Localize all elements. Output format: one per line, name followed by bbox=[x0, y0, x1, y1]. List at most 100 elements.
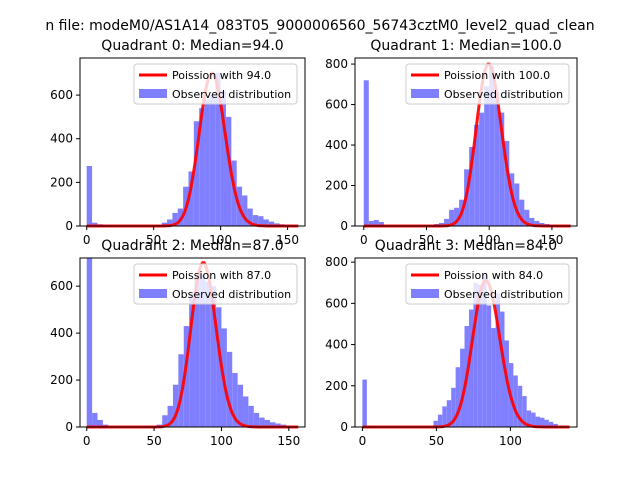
subplot-quadrant-0: 0 50 100 150 0 200 400 600 Quadrant 0: Median=94… bbox=[50, 38, 306, 247]
histogram-bar bbox=[553, 423, 558, 427]
histogram-bar bbox=[531, 412, 536, 427]
legend-hist-label: Observed distribution bbox=[172, 288, 291, 301]
histogram-bar bbox=[529, 217, 535, 226]
histogram-bar bbox=[449, 209, 455, 226]
histogram-bar bbox=[494, 92, 500, 226]
legend-hist-label: Observed distribution bbox=[444, 288, 563, 301]
figure-suptitle: n file: modeM0/AS1A14_083T05_9000006560_… bbox=[45, 18, 594, 34]
legend-frame bbox=[405, 263, 570, 305]
histogram-bar bbox=[548, 421, 554, 427]
x-tick-label: 100 bbox=[478, 233, 501, 247]
histogram-bar bbox=[252, 215, 259, 226]
x-tick-label: 50 bbox=[429, 434, 444, 448]
histogram-bar bbox=[264, 419, 270, 427]
histogram-bar bbox=[363, 80, 369, 226]
histogram-bar bbox=[362, 379, 367, 427]
histogram-bar bbox=[437, 414, 443, 427]
x-tick-label: 150 bbox=[540, 233, 563, 247]
legend-hist-swatch bbox=[411, 89, 439, 98]
histogram-bar bbox=[263, 219, 269, 226]
histogram-bar bbox=[486, 305, 492, 427]
y-tick-label: 800 bbox=[325, 255, 348, 269]
y-tick-label: 400 bbox=[50, 326, 73, 340]
histogram-bar bbox=[210, 286, 217, 427]
histogram-bar bbox=[522, 396, 527, 427]
histogram-bar bbox=[275, 423, 281, 427]
legend-fit-label: Poission with 87.0 bbox=[172, 269, 271, 282]
legend-frame bbox=[133, 63, 298, 105]
histogram-bar bbox=[469, 147, 475, 226]
x-tick-label: 50 bbox=[419, 233, 434, 247]
histogram-bar bbox=[433, 420, 438, 427]
histogram-bar bbox=[243, 396, 249, 427]
histogram-bar bbox=[167, 219, 173, 226]
histogram-bar bbox=[204, 99, 210, 226]
x-tick-label: 0 bbox=[83, 434, 91, 448]
histogram-bar bbox=[92, 412, 98, 427]
histogram-bar bbox=[161, 222, 168, 226]
histogram-bar bbox=[473, 282, 478, 427]
subplot-title: Quadrant 2: Median=87.0 bbox=[101, 238, 283, 254]
histogram-bar bbox=[215, 73, 221, 226]
histogram-bar bbox=[455, 367, 461, 427]
histogram-bar bbox=[199, 108, 205, 226]
histogram-bar bbox=[535, 416, 540, 427]
legend: Poission with 94.0 Observed distribution bbox=[133, 63, 298, 105]
histogram-bar bbox=[172, 384, 179, 427]
legend-fit-label: Poission with 94.0 bbox=[172, 69, 271, 82]
histogram-bar bbox=[373, 219, 379, 226]
legend-fit-label: Poission with 84.0 bbox=[444, 269, 543, 282]
histogram-bar bbox=[439, 222, 445, 226]
histogram-bar bbox=[259, 417, 265, 427]
histogram-bar bbox=[368, 220, 374, 226]
histogram-bar bbox=[534, 220, 540, 226]
legend: Poission with 87.0 Observed distribution bbox=[133, 263, 298, 305]
y-tick-label: 600 bbox=[325, 296, 348, 310]
histogram-bar bbox=[482, 274, 487, 427]
histogram-bar bbox=[474, 124, 480, 226]
histogram-bar bbox=[220, 90, 226, 227]
histogram-bar bbox=[237, 384, 244, 427]
y-tick-label: 600 bbox=[50, 88, 73, 102]
x-tick-label: 150 bbox=[276, 233, 299, 247]
histogram-bar bbox=[268, 221, 275, 226]
histogram-bar bbox=[524, 209, 530, 226]
histogram-bar bbox=[514, 183, 520, 226]
y-tick-label: 400 bbox=[50, 132, 73, 146]
histogram-bar bbox=[479, 112, 485, 226]
histogram-bar bbox=[504, 140, 510, 226]
histogram-bar bbox=[258, 216, 264, 226]
axes-frame bbox=[79, 57, 306, 227]
legend-hist-swatch bbox=[411, 289, 439, 298]
subplot-title: Quadrant 3: Median=84.0 bbox=[375, 238, 557, 254]
x-tick-label: 0 bbox=[359, 434, 367, 448]
y-tick-label: 0 bbox=[340, 420, 348, 434]
subplot-grid: 0 50 100 150 0 200 400 600 Quadrant 0: Median=94… bbox=[50, 38, 578, 448]
x-tick-label: 100 bbox=[209, 233, 232, 247]
histogram-bar bbox=[444, 218, 450, 226]
legend-hist-label: Observed distribution bbox=[172, 88, 291, 101]
histogram-bar bbox=[86, 258, 93, 427]
histogram-bar bbox=[167, 405, 173, 427]
y-tick-label: 600 bbox=[50, 279, 73, 293]
histogram-bar bbox=[225, 116, 232, 226]
histogram-bar bbox=[189, 293, 195, 427]
x-tick-label: 0 bbox=[83, 233, 91, 247]
x-tick-label: 100 bbox=[499, 434, 522, 448]
legend-frame bbox=[133, 263, 298, 305]
legend-fit-label: Poission with 100.0 bbox=[444, 69, 550, 82]
histogram-bar bbox=[248, 405, 254, 427]
histogram-bar bbox=[519, 199, 525, 226]
histogram-bar bbox=[484, 86, 490, 227]
histogram-bar bbox=[209, 95, 216, 226]
y-tick-label: 200 bbox=[325, 179, 348, 193]
y-tick-label: 200 bbox=[325, 379, 348, 393]
histogram-bar bbox=[454, 207, 460, 226]
axes-frame bbox=[354, 257, 578, 428]
histogram-bar bbox=[378, 221, 384, 226]
x-tick-label: 50 bbox=[146, 233, 161, 247]
histogram-bar bbox=[491, 328, 496, 427]
histogram-bar bbox=[242, 195, 248, 226]
histogram-bar bbox=[526, 410, 532, 427]
histogram-bar bbox=[544, 419, 549, 427]
